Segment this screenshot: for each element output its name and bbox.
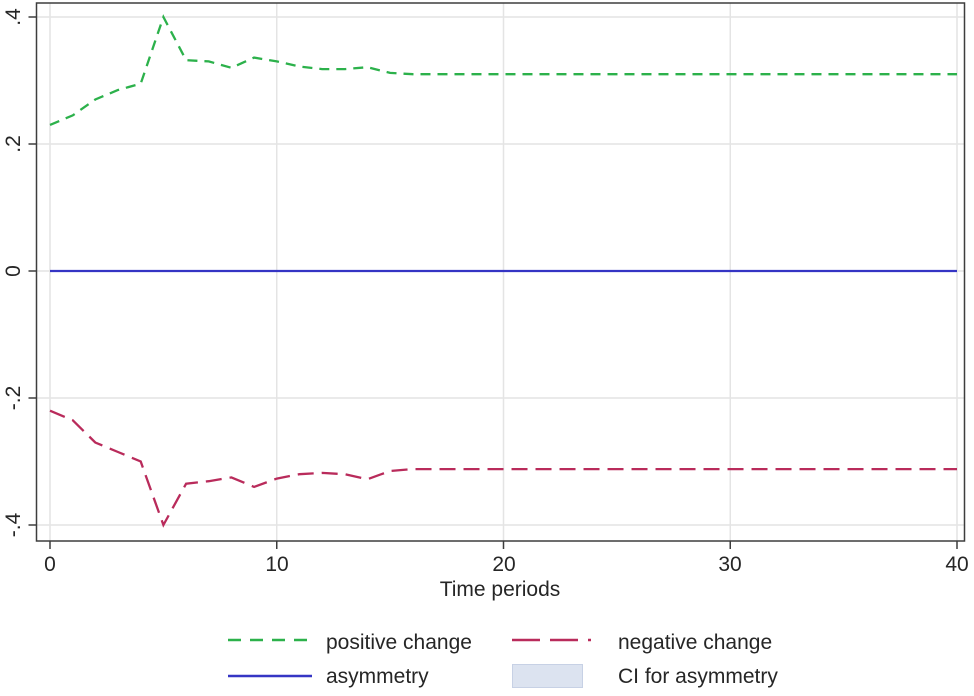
- series-line-negative-change: [49, 409, 957, 528]
- legend-swatch-positive-change: [228, 638, 312, 642]
- legend-swatch-ci-for-asymmetry: [512, 664, 583, 688]
- x-axis-title: Time periods: [439, 578, 561, 601]
- x-tick-label: 10: [265, 553, 289, 576]
- legend-label-positive-change: positive change: [326, 631, 472, 654]
- y-tick-label: 0: [2, 265, 25, 277]
- legend-label-asymmetry: asymmetry: [326, 665, 429, 688]
- y-tick-label: -.2: [2, 385, 25, 411]
- y-tick-label: .2: [2, 135, 25, 153]
- plot-area: [28, 2, 966, 549]
- plot-frame: [35, 2, 966, 542]
- x-tick-label: 0: [44, 553, 56, 576]
- y-tick-label: -.4: [2, 512, 25, 538]
- legend-swatch-negative-change: [512, 638, 600, 642]
- x-tick-label: 40: [945, 553, 969, 576]
- x-tick-label: 30: [718, 553, 742, 576]
- legend-label-ci-for-asymmetry: CI for asymmetry: [618, 665, 778, 688]
- legend-label-negative-change: negative change: [618, 631, 773, 654]
- y-tick-label: .4: [2, 8, 25, 26]
- legend-swatch-asymmetry: [228, 674, 312, 678]
- x-tick-label: 20: [492, 553, 516, 576]
